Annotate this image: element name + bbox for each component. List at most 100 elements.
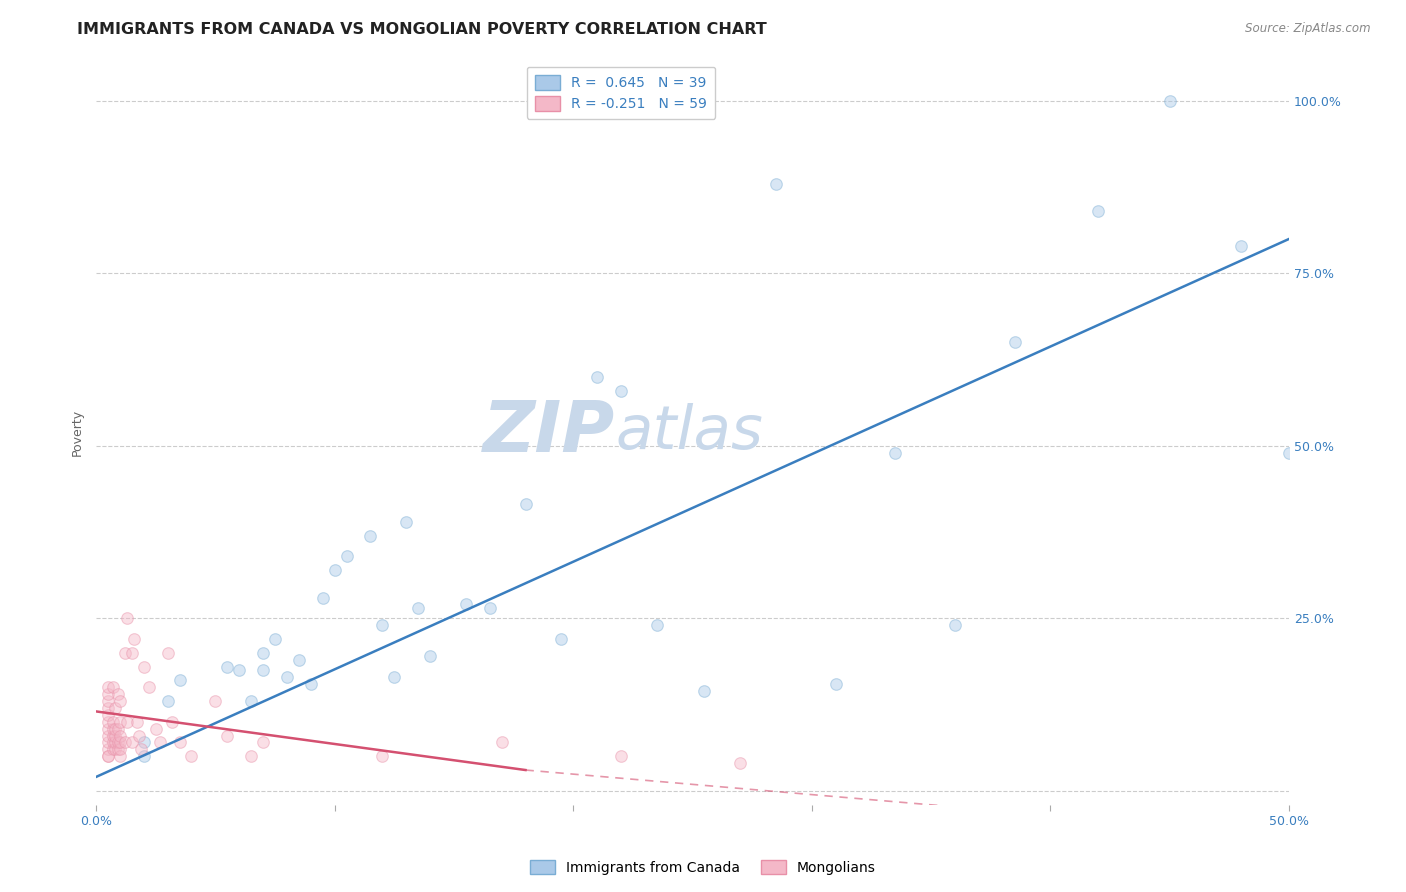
Point [1230, 239, 1253, 253]
Point [217, 729, 239, 743]
Point [335, 549, 357, 564]
Point [108, 742, 131, 756]
Point [276, 670, 298, 684]
Point [1004, 335, 1026, 350]
Point [145, 722, 167, 736]
Point [97, 722, 120, 736]
Point [228, 663, 250, 677]
Text: Source: ZipAtlas.com: Source: ZipAtlas.com [1246, 22, 1371, 36]
Point [1278, 446, 1301, 460]
Point [884, 446, 907, 460]
Point [943, 618, 966, 632]
Point [104, 742, 127, 756]
Text: ZIP: ZIP [482, 398, 614, 467]
Point [240, 749, 263, 764]
Point [149, 735, 172, 749]
Point [97, 749, 120, 764]
Point [132, 659, 155, 673]
Point [252, 663, 274, 677]
Point [645, 618, 668, 632]
Point [97, 707, 120, 722]
Point [515, 498, 537, 512]
Point [478, 601, 501, 615]
Point [765, 177, 787, 191]
Point [693, 683, 716, 698]
Point [252, 735, 274, 749]
Point [115, 611, 138, 625]
Point [101, 722, 124, 736]
Point [824, 677, 846, 691]
Point [122, 632, 145, 646]
Point [1087, 204, 1109, 219]
Point [104, 735, 127, 749]
Point [97, 680, 120, 694]
Point [454, 598, 477, 612]
Y-axis label: Poverty: Poverty [72, 409, 84, 456]
Point [115, 714, 138, 729]
Point [97, 742, 120, 756]
Point [264, 632, 287, 646]
Point [107, 687, 129, 701]
Point [323, 563, 346, 577]
Point [610, 384, 633, 398]
Point [491, 735, 513, 749]
Point [97, 714, 120, 729]
Point [121, 646, 143, 660]
Point [299, 677, 322, 691]
Point [169, 735, 191, 749]
Point [169, 673, 191, 688]
Point [97, 694, 120, 708]
Point [101, 742, 124, 756]
Point [108, 729, 131, 743]
Point [162, 714, 184, 729]
Point [382, 670, 405, 684]
Point [101, 714, 124, 729]
Point [132, 735, 155, 749]
Point [97, 701, 120, 715]
Point [204, 694, 226, 708]
Point [252, 646, 274, 660]
Point [114, 646, 136, 660]
Point [97, 729, 120, 743]
Point [104, 701, 127, 715]
Point [138, 680, 160, 694]
Text: IMMIGRANTS FROM CANADA VS MONGOLIAN POVERTY CORRELATION CHART: IMMIGRANTS FROM CANADA VS MONGOLIAN POVE… [77, 22, 768, 37]
Point [114, 735, 136, 749]
Point [97, 735, 120, 749]
Point [240, 694, 263, 708]
Point [419, 649, 441, 664]
Point [371, 618, 394, 632]
Text: atlas: atlas [614, 402, 763, 461]
Point [406, 601, 429, 615]
Point [101, 729, 124, 743]
Point [101, 680, 124, 694]
Point [132, 749, 155, 764]
Point [97, 749, 120, 764]
Point [359, 528, 381, 542]
Point [131, 742, 153, 756]
Point [125, 714, 148, 729]
Point [1159, 94, 1181, 108]
Point [395, 515, 418, 529]
Point [156, 694, 179, 708]
Point [550, 632, 572, 646]
Point [156, 646, 179, 660]
Point [312, 591, 335, 605]
Point [107, 722, 129, 736]
Point [108, 694, 131, 708]
Point [586, 370, 609, 384]
Point [610, 749, 633, 764]
Point [97, 687, 120, 701]
Point [107, 742, 129, 756]
Point [101, 735, 124, 749]
Point [121, 735, 143, 749]
Point [104, 722, 127, 736]
Point [107, 735, 129, 749]
Point [371, 749, 394, 764]
Point [108, 749, 131, 764]
Point [730, 756, 752, 771]
Point [104, 729, 127, 743]
Point [288, 653, 311, 667]
Point [108, 714, 131, 729]
Legend: R =  0.645   N = 39, R = -0.251   N = 59: R = 0.645 N = 39, R = -0.251 N = 59 [527, 67, 716, 120]
